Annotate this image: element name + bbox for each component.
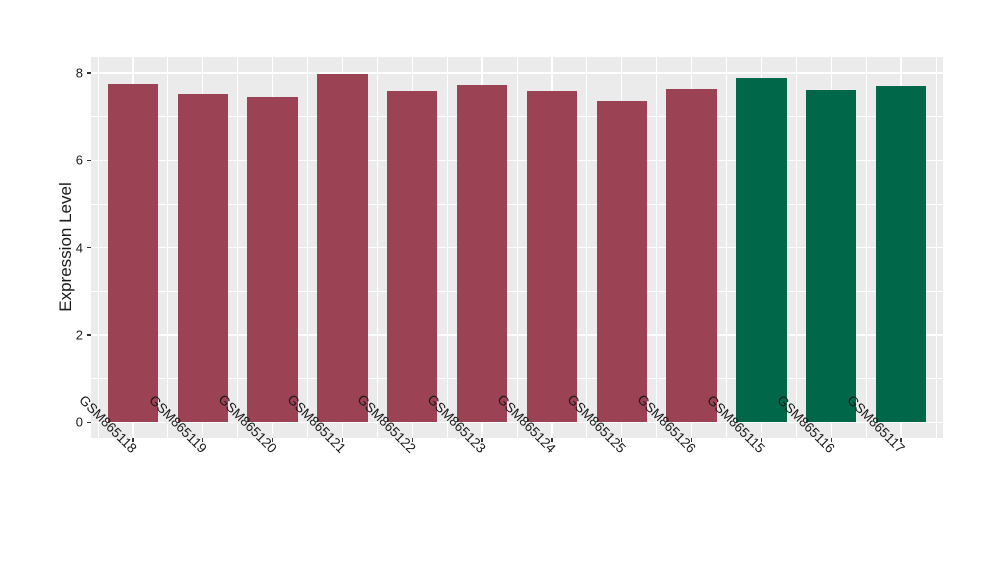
bar-GSM865126 [666, 89, 717, 423]
x-tick-mark [621, 438, 623, 442]
bar-GSM865123 [456, 85, 508, 423]
bar-GSM865117 [875, 86, 927, 423]
y-tick-mark [87, 247, 91, 249]
plot-panel [91, 57, 943, 438]
x-tick-mark [760, 438, 763, 442]
x-tick-mark [830, 438, 832, 442]
x-tick-mark [690, 438, 693, 442]
major-gridline-y [91, 421, 943, 423]
bar-GSM865121 [317, 73, 368, 423]
y-tick-mark [87, 421, 91, 423]
major-gridline-y [91, 334, 943, 336]
x-tick-mark [132, 438, 134, 442]
y-tick-label: 2 [75, 327, 83, 343]
bar-GSM865122 [387, 90, 438, 423]
x-tick-mark [271, 438, 274, 442]
bar-GSM865115 [736, 77, 787, 423]
x-tick-mark [411, 438, 413, 442]
x-tick-mark [900, 438, 902, 442]
major-gridline-y [91, 72, 943, 74]
y-tick-mark [87, 159, 91, 162]
x-tick-mark [202, 438, 204, 442]
bar-GSM865124 [526, 91, 578, 423]
major-gridline-y [91, 247, 943, 249]
y-tick-mark [87, 334, 91, 336]
y-tick-label: 8 [75, 65, 83, 81]
y-tick-label: 0 [75, 414, 83, 430]
x-tick-mark [481, 438, 483, 442]
y-tick-label: 6 [75, 152, 83, 168]
bar-GSM865125 [596, 100, 647, 423]
bar-GSM865119 [177, 94, 228, 423]
major-gridline-y [91, 159, 943, 162]
y-tick-label: 4 [75, 240, 83, 256]
y-tick-mark [87, 72, 91, 74]
bar-GSM865116 [806, 89, 857, 423]
bar-GSM865118 [107, 84, 159, 423]
bar-GSM865120 [247, 97, 298, 423]
x-tick-mark [341, 438, 344, 442]
x-tick-mark [551, 438, 553, 442]
